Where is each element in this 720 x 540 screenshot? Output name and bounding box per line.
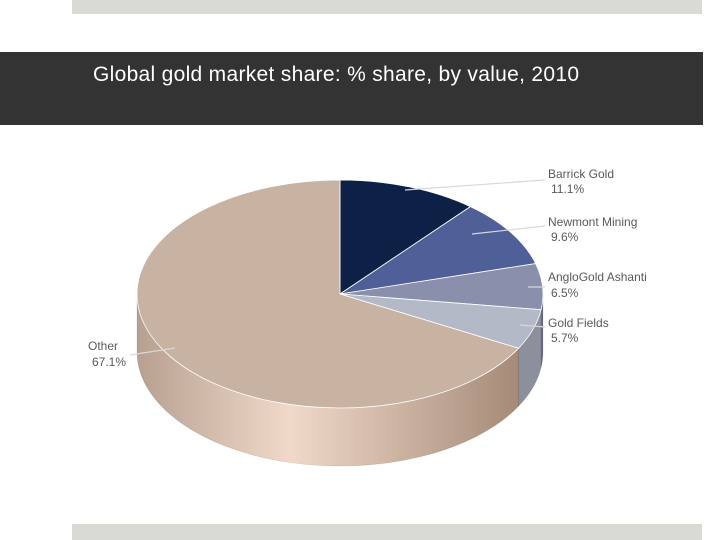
leader-other: [129, 347, 176, 356]
label-value-barrick-gold: 11.1%: [551, 182, 584, 196]
leader-barrick-gold: [404, 179, 546, 191]
label-name-newmont-mining: Newmont Mining: [548, 215, 637, 229]
label-value-gold-fields: 5.7%: [551, 331, 579, 345]
label-value-other: 67.1%: [92, 355, 126, 369]
label-value-newmont-mining: 9.6%: [551, 230, 579, 244]
pie-top-faces: [136, 179, 544, 409]
slice-newmont-mining: [339, 206, 537, 295]
title-band: [0, 52, 703, 125]
leader-gold-fields: [519, 324, 546, 328]
label-name-gold-fields: Gold Fields: [548, 316, 609, 330]
label-value-anglogold-ashanti: 6.5%: [551, 286, 579, 300]
label-name-barrick-gold: Barrick Gold: [548, 167, 614, 181]
slice-barrick-gold: [339, 179, 472, 295]
bottom-decor-bar: [72, 524, 702, 540]
top-decor-bar: [72, 0, 702, 14]
label-name-other: Other: [88, 339, 118, 353]
leader-newmont-mining: [471, 225, 546, 235]
slide-title: Global gold market share: % share, by va…: [93, 63, 580, 86]
slice-other: [136, 179, 520, 409]
label-name-anglogold-ashanti: AngloGold Ashanti: [548, 270, 647, 284]
pie-side-walls: [136, 293, 544, 467]
